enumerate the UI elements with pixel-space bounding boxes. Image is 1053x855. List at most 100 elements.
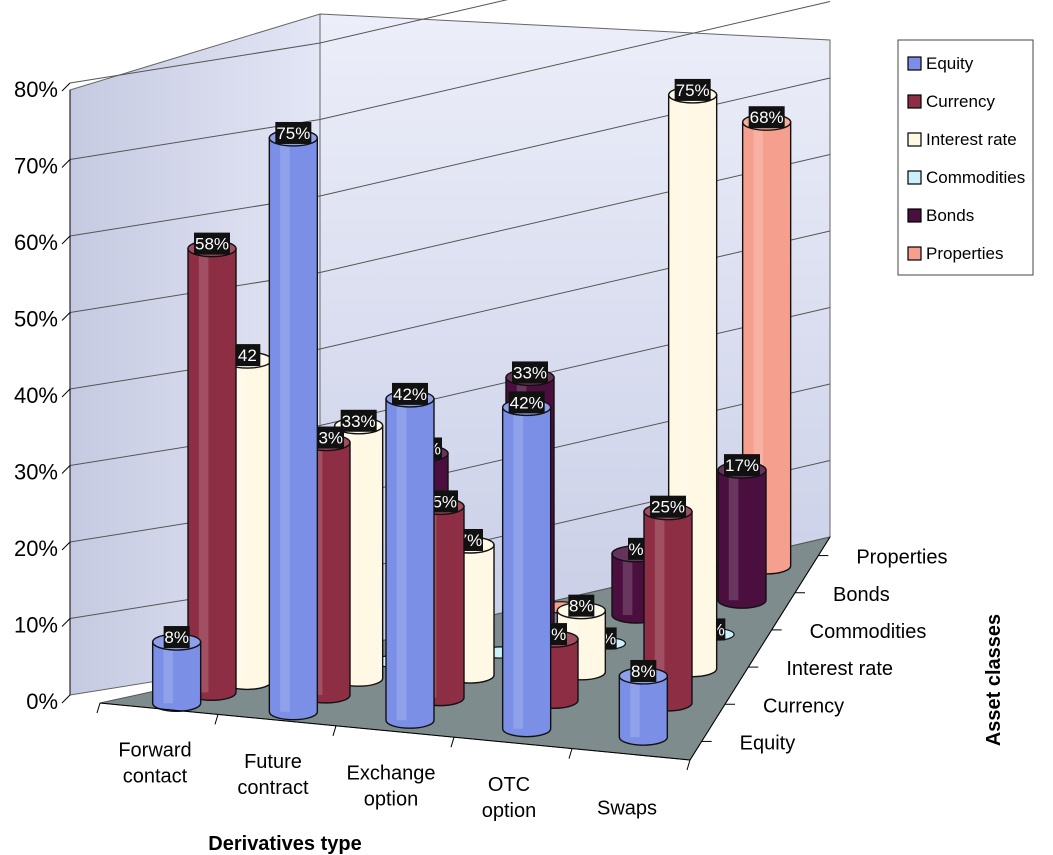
gridline-back-wall (319, 0, 509, 44)
x-tick-mark (332, 725, 337, 736)
legend-label: Bonds (926, 206, 974, 225)
data-label-bg (340, 409, 377, 432)
data-label-bg (234, 344, 261, 367)
legend-box (897, 39, 1034, 276)
bar-body (187, 247, 237, 701)
y-tick-label: 40% (14, 383, 58, 408)
y-tick-mark (61, 618, 71, 627)
data-label: 42% (510, 393, 544, 412)
gridline-back-wall (319, 77, 831, 197)
bar: 8% (618, 659, 669, 746)
bar-highlight (753, 122, 764, 566)
data-label: 75% (276, 124, 310, 143)
series-tick-label: Bonds (833, 584, 890, 606)
data-label: 33% (513, 363, 547, 382)
data-label: 8% (569, 597, 594, 616)
data-label-bg (512, 361, 548, 384)
series-tick-label: Interest rate (786, 658, 893, 680)
bar: 58% (187, 232, 237, 701)
legend-label: Currency (926, 92, 995, 111)
series-tick-label: Equity (740, 732, 796, 754)
data-label-bg (748, 106, 785, 129)
legend-swatch (907, 208, 922, 223)
bar: 8% (151, 626, 202, 712)
data-label: 75% (676, 81, 710, 100)
x-tick-label: option (482, 800, 537, 822)
bar-body (268, 137, 319, 721)
series-tick-label: Properties (856, 547, 947, 569)
bar-highlight (728, 470, 739, 601)
legend-swatch (907, 56, 922, 71)
y-tick-label: 80% (14, 77, 58, 102)
data-label: 42 (238, 346, 257, 365)
data-label: 8% (164, 628, 189, 647)
data-label-bg (630, 659, 657, 682)
y-tick-label: 20% (14, 536, 58, 561)
legend-swatch (907, 94, 922, 109)
x-axis-title: Derivatives type (208, 833, 361, 855)
data-label-bg (194, 232, 230, 255)
data-label-bg (163, 626, 190, 649)
y-tick-mark (61, 388, 71, 398)
gridline-left-wall (69, 42, 321, 84)
y-tick-mark (61, 312, 71, 321)
x-tick-label: Swaps (597, 797, 657, 819)
series-tick-label: Currency (763, 695, 844, 717)
legend-swatch (907, 170, 922, 185)
bar-highlight (198, 248, 209, 693)
bar-highlight (630, 675, 640, 738)
legend: Equity Currency Interest rate Commodities Bo… (897, 39, 1034, 276)
x-tick-label: OTC (488, 774, 530, 796)
data-label-bg (650, 495, 686, 518)
y-tick-mark (61, 541, 71, 551)
y-tick-label: 70% (14, 154, 58, 179)
legend-swatch (907, 132, 922, 147)
data-label: 17% (725, 456, 759, 475)
data-label-bg (568, 594, 595, 617)
bar-body (385, 398, 435, 729)
x-tick-mark (568, 748, 573, 759)
data-label-bg (392, 382, 428, 405)
y-tick-label: 30% (14, 460, 58, 485)
data-label-bg (724, 454, 760, 477)
data-label: % (628, 540, 643, 559)
bar-highlight (280, 137, 290, 712)
legend-label: Properties (926, 244, 1003, 263)
data-label: 68% (750, 108, 784, 127)
y-tick-mark (61, 159, 71, 168)
bar-highlight (654, 511, 665, 703)
data-label: 58% (195, 235, 229, 254)
y-tick-label: 50% (14, 307, 58, 332)
x-tick-mark (450, 737, 455, 748)
data-label-bg (275, 121, 312, 144)
x-tick-mark (96, 702, 101, 714)
data-label-bg (508, 391, 545, 414)
bar-highlight (234, 360, 244, 682)
data-label: 25% (651, 498, 685, 517)
series-axis-title: Asset classes (983, 614, 1005, 746)
bar-body (501, 406, 552, 738)
data-label-bg (628, 537, 644, 560)
bar: 17% (717, 454, 767, 609)
x-tick-mark (686, 759, 691, 771)
series-tick-label: Commodities (810, 621, 927, 643)
bar: 42% (385, 382, 435, 729)
bar-body (717, 469, 767, 609)
y-axis: 0% 10% 20% 30% 40% 50% 60% 70% 80% (14, 77, 71, 714)
x-tick-label: Exchange (347, 763, 436, 785)
bar-highlight (513, 407, 524, 729)
y-tick-label: 60% (14, 230, 58, 255)
x-tick-label: option (364, 789, 419, 811)
bar-body (618, 675, 669, 746)
x-tick-label: Future (244, 751, 302, 773)
legend-label: Interest rate (926, 130, 1017, 149)
y-tick-label: 10% (14, 613, 58, 638)
x-tick-label: contact (123, 766, 188, 788)
data-label: 42% (393, 385, 427, 404)
legend-swatch (907, 246, 922, 261)
series-axis-line (689, 536, 831, 761)
bar: 75% (268, 121, 319, 721)
bar-highlight (396, 398, 407, 721)
bars: 68%25%33%%17%%%4233%7%8%75%58%33%25%8%25… (151, 78, 792, 746)
